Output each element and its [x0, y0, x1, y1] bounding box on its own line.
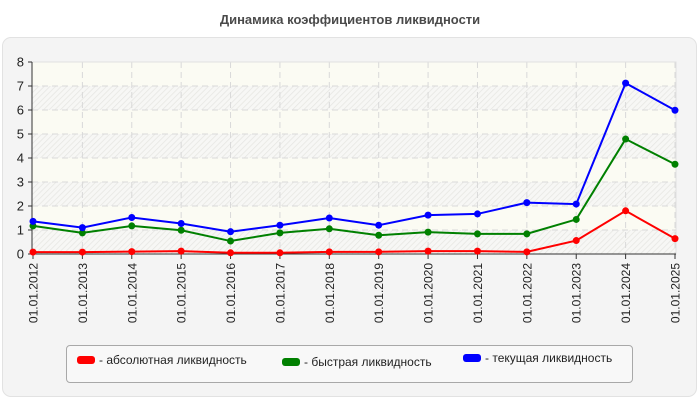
- data-point[interactable]: [572, 215, 580, 223]
- data-point[interactable]: [622, 207, 630, 215]
- data-point[interactable]: [177, 220, 185, 228]
- data-point[interactable]: [424, 211, 432, 219]
- y-tick-label: 5: [17, 127, 24, 142]
- data-point[interactable]: [128, 214, 136, 222]
- legend-item-current: - текущая ликвидность: [463, 351, 612, 365]
- y-tick-label: 3: [17, 175, 24, 190]
- data-point[interactable]: [523, 230, 531, 238]
- data-point[interactable]: [523, 248, 531, 256]
- y-tick-label: 1: [17, 223, 24, 238]
- x-tick-label: 01.01.2022: [520, 263, 534, 323]
- x-tick-label: 01.01.2018: [323, 263, 337, 323]
- data-point[interactable]: [29, 217, 37, 225]
- data-point[interactable]: [128, 222, 136, 230]
- data-point[interactable]: [473, 210, 481, 218]
- y-tick-label: 4: [17, 151, 24, 166]
- chart-title: Динамика коэффициентов ликвидности: [219, 12, 481, 27]
- x-tick-label: 01.01.2012: [27, 263, 41, 323]
- data-point[interactable]: [227, 228, 235, 236]
- data-point[interactable]: [572, 237, 580, 245]
- data-point[interactable]: [523, 199, 531, 207]
- series-line: [32, 137, 676, 243]
- data-point[interactable]: [276, 229, 284, 237]
- data-point[interactable]: [78, 224, 86, 232]
- data-point[interactable]: [325, 214, 333, 222]
- x-tick-label: 01.01.2024: [619, 263, 633, 323]
- series-line: [33, 209, 676, 254]
- data-point[interactable]: [128, 248, 136, 256]
- legend-swatch-red: [77, 356, 95, 364]
- legend-item-absolute: - абсолютная ликвидность: [77, 353, 247, 367]
- legend-label: - быстрая ликвидность: [304, 355, 432, 369]
- x-tick-label: 01.01.2025: [669, 263, 683, 323]
- x-axis-labels: 01.01.2012 01.01.2013 01.01.2014 01.01.2015…: [27, 263, 683, 323]
- data-point[interactable]: [473, 230, 481, 238]
- data-point[interactable]: [227, 249, 235, 257]
- data-point[interactable]: [325, 248, 333, 256]
- legend: - абсолютная ликвидность - быстрая ликви…: [66, 345, 633, 383]
- data-point[interactable]: [622, 135, 630, 143]
- plot-background: [32, 62, 676, 254]
- y-tick-label: 8: [17, 55, 24, 70]
- data-point[interactable]: [177, 226, 185, 234]
- y-tick-label: 7: [17, 79, 24, 94]
- y-tick-label: 6: [17, 103, 24, 118]
- legend-label: - абсолютная ликвидность: [99, 353, 247, 367]
- legend-item-quick: - быстрая ликвидность: [282, 355, 432, 369]
- data-point[interactable]: [671, 235, 679, 243]
- x-tick-label: 01.01.2014: [125, 263, 139, 323]
- data-point[interactable]: [78, 229, 86, 237]
- x-tick-label: 01.01.2017: [273, 263, 287, 323]
- data-point[interactable]: [424, 247, 432, 255]
- data-point[interactable]: [572, 200, 580, 208]
- x-tick-label: 01.01.2013: [76, 263, 90, 323]
- data-point[interactable]: [375, 231, 383, 239]
- series-lines: [29, 79, 679, 257]
- data-point[interactable]: [29, 248, 37, 256]
- data-point[interactable]: [622, 79, 630, 87]
- data-point[interactable]: [375, 248, 383, 256]
- data-point[interactable]: [227, 237, 235, 245]
- data-point[interactable]: [424, 228, 432, 236]
- legend-swatch-blue: [463, 354, 481, 362]
- data-point[interactable]: [78, 248, 86, 256]
- data-point[interactable]: [177, 247, 185, 255]
- legend-label: - текущая ликвидность: [485, 351, 613, 365]
- x-tick-label: 01.01.2020: [422, 263, 436, 323]
- data-point[interactable]: [671, 160, 679, 168]
- data-point[interactable]: [375, 221, 383, 229]
- series-line: [32, 81, 676, 233]
- data-point[interactable]: [276, 221, 284, 229]
- x-tick-label: 01.01.2021: [471, 263, 485, 323]
- y-tick-label: 2: [17, 199, 24, 214]
- x-tick-label: 01.01.2023: [570, 263, 584, 323]
- data-point[interactable]: [276, 249, 284, 257]
- data-point[interactable]: [473, 247, 481, 255]
- y-tick-label: 0: [17, 247, 24, 262]
- legend-swatch-green: [282, 358, 300, 366]
- x-tick-label: 01.01.2019: [372, 263, 386, 323]
- data-point[interactable]: [325, 225, 333, 233]
- y-axis-labels: 0 1 2 3 4 5 6 7 8: [17, 55, 24, 262]
- x-tick-label: 01.01.2016: [224, 263, 238, 323]
- x-tick-label: 01.01.2015: [175, 263, 189, 323]
- data-point[interactable]: [671, 106, 679, 114]
